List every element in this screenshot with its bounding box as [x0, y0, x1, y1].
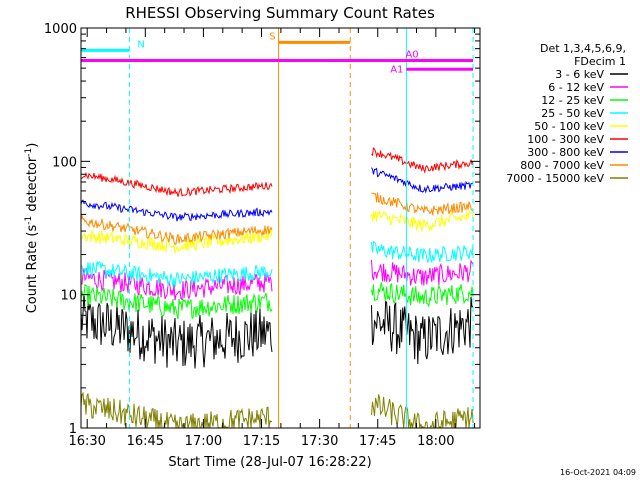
series-6-12-kev-pre-gap	[81, 267, 273, 301]
y-axis-label: Count Rate (s-1 detector-1)	[24, 143, 40, 314]
series-300-800-kev-pre-gap	[81, 199, 273, 222]
legend-label-12-25-kev: 12 - 25 keV	[541, 94, 604, 107]
series-800-7000-kev-pre-gap	[81, 215, 273, 245]
y-label-part2: detector	[25, 156, 40, 216]
legend-label-100-300-kev: 100 - 300 keV	[527, 133, 604, 146]
y-tick-label-1000: 1000	[44, 22, 77, 37]
series-group	[81, 147, 474, 428]
series-25-50-kev-pre-gap	[81, 261, 273, 288]
flag-label-n: N	[137, 39, 144, 50]
y-tick-label-1: 1	[69, 422, 77, 437]
y-label-part3: )	[25, 143, 40, 148]
legend-label-300-800-kev: 300 - 800 keV	[527, 146, 604, 159]
series-3-6-kev-pre-gap	[81, 293, 273, 369]
series-50-100-kev-post-gap	[371, 209, 474, 233]
x-axis-label: Start Time (28-Jul-07 16:28:22)	[168, 455, 371, 470]
x-tick-label-1730: 17:30	[301, 434, 338, 449]
x-axis: 16:30 16:45 17:00 17:15 17:30 17:45 18:00	[68, 28, 476, 449]
x-tick-label-1800: 18:00	[417, 434, 454, 449]
flag-label-a0: A0	[405, 50, 418, 61]
x-tick-label-1645: 16:45	[127, 434, 164, 449]
y-tick-label-100: 100	[52, 155, 77, 170]
legend-header-line2: FDecim 1	[574, 55, 626, 68]
series-100-300-kev-post-gap	[371, 147, 474, 174]
x-tick-label-1630: 16:30	[68, 434, 105, 449]
y-label-part1: Count Rate (s	[25, 225, 40, 314]
x-tick-label-1715: 17:15	[243, 434, 280, 449]
x-tick-label-1745: 17:45	[359, 434, 396, 449]
series-3-6-kev-post-gap	[371, 296, 474, 365]
footer-timestamp: 16-Oct-2021 04:09	[560, 468, 636, 477]
series-100-300-kev-pre-gap	[81, 171, 273, 197]
series-7000-15000-kev-post-gap	[371, 394, 474, 428]
legend-label-25-50-kev: 25 - 50 keV	[541, 107, 604, 120]
legend-label-6-12-kev: 6 - 12 keV	[548, 81, 604, 94]
series-6-12-kev-post-gap	[371, 259, 474, 286]
flag-label-s: S	[269, 31, 275, 42]
legend-header-line1: Det 1,3,4,5,6,9,	[540, 42, 626, 55]
series-7000-15000-kev-pre-gap	[81, 391, 273, 428]
x-tick-label-1700: 17:00	[185, 434, 222, 449]
legend-label-7000-15000-kev: 7000 - 15000 keV	[506, 172, 604, 185]
series-50-100-kev-pre-gap	[81, 228, 273, 255]
y-axis: 1 10 100 1000	[44, 22, 480, 437]
y-label-sup2: -1	[24, 148, 34, 157]
flag-label-a1: A1	[390, 64, 403, 75]
legend-label-50-100-kev: 50 - 100 keV	[534, 120, 604, 133]
legend-label-800-7000-kev: 800 - 7000 keV	[520, 159, 604, 172]
series-800-7000-kev-post-gap	[371, 192, 474, 216]
y-label-sup1: -1	[24, 216, 34, 225]
series-300-800-kev-post-gap	[371, 167, 474, 194]
series-25-50-kev-post-gap	[371, 241, 474, 264]
series-12-25-kev-post-gap	[371, 281, 474, 307]
series-12-25-kev-pre-gap	[81, 283, 273, 320]
y-tick-label-10: 10	[60, 289, 77, 304]
legend-label-3-6-kev: 3 - 6 keV	[555, 68, 604, 81]
chart-title: RHESSI Observing Summary Count Rates	[125, 4, 435, 22]
